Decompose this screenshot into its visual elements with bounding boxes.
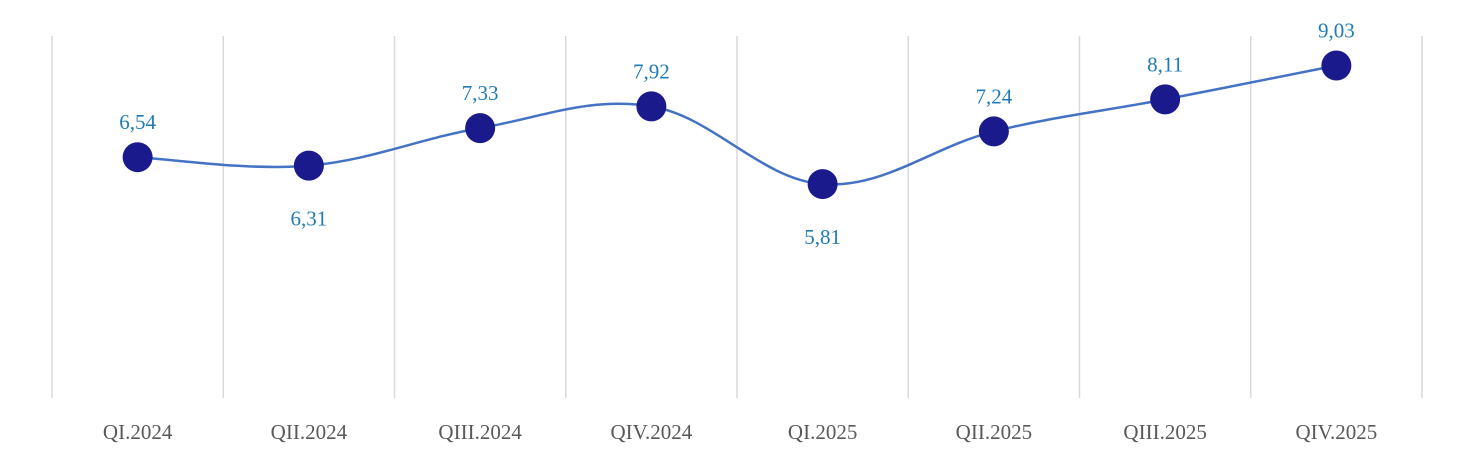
series-line (137, 64, 1337, 186)
data-label: 7,24 (976, 84, 1013, 108)
data-label: 6,54 (119, 110, 156, 134)
data-label: 5,81 (804, 225, 841, 249)
data-point-marker (293, 150, 324, 181)
data-label: 7,33 (462, 81, 499, 105)
x-tick-label: QIV.2025 (1295, 420, 1377, 444)
x-tick-label: QI.2024 (103, 420, 173, 444)
data-point-marker (636, 91, 667, 122)
data-label: 6,31 (291, 207, 328, 231)
data-label: 9,03 (1318, 19, 1355, 43)
data-points (122, 50, 1352, 200)
data-point-marker (807, 169, 838, 200)
x-axis-tick-labels: QI.2024 QII.2024 QIII.2024 QIV.2024 QI.2025 Q… (103, 420, 1377, 444)
data-label: 7,92 (633, 59, 670, 83)
data-point-marker (122, 142, 153, 173)
x-tick-label: QIII.2025 (1123, 420, 1206, 444)
data-point-marker (1321, 50, 1352, 81)
x-tick-label: QII.2025 (956, 420, 1032, 444)
data-label: 8,11 (1147, 52, 1183, 76)
x-tick-label: QII.2024 (271, 420, 348, 444)
x-tick-label: QI.2025 (788, 420, 857, 444)
x-tick-label: QIV.2024 (610, 420, 692, 444)
series-line-group (137, 64, 1337, 186)
data-labels: 6,54 6,31 7,33 7,92 5,81 7,24 8,11 9,03 (119, 19, 1355, 250)
data-point-marker (1150, 84, 1181, 115)
data-point-marker (465, 113, 496, 144)
data-point-marker (978, 116, 1009, 147)
gridlines (51, 36, 1423, 398)
x-tick-label: QIII.2024 (438, 420, 522, 444)
